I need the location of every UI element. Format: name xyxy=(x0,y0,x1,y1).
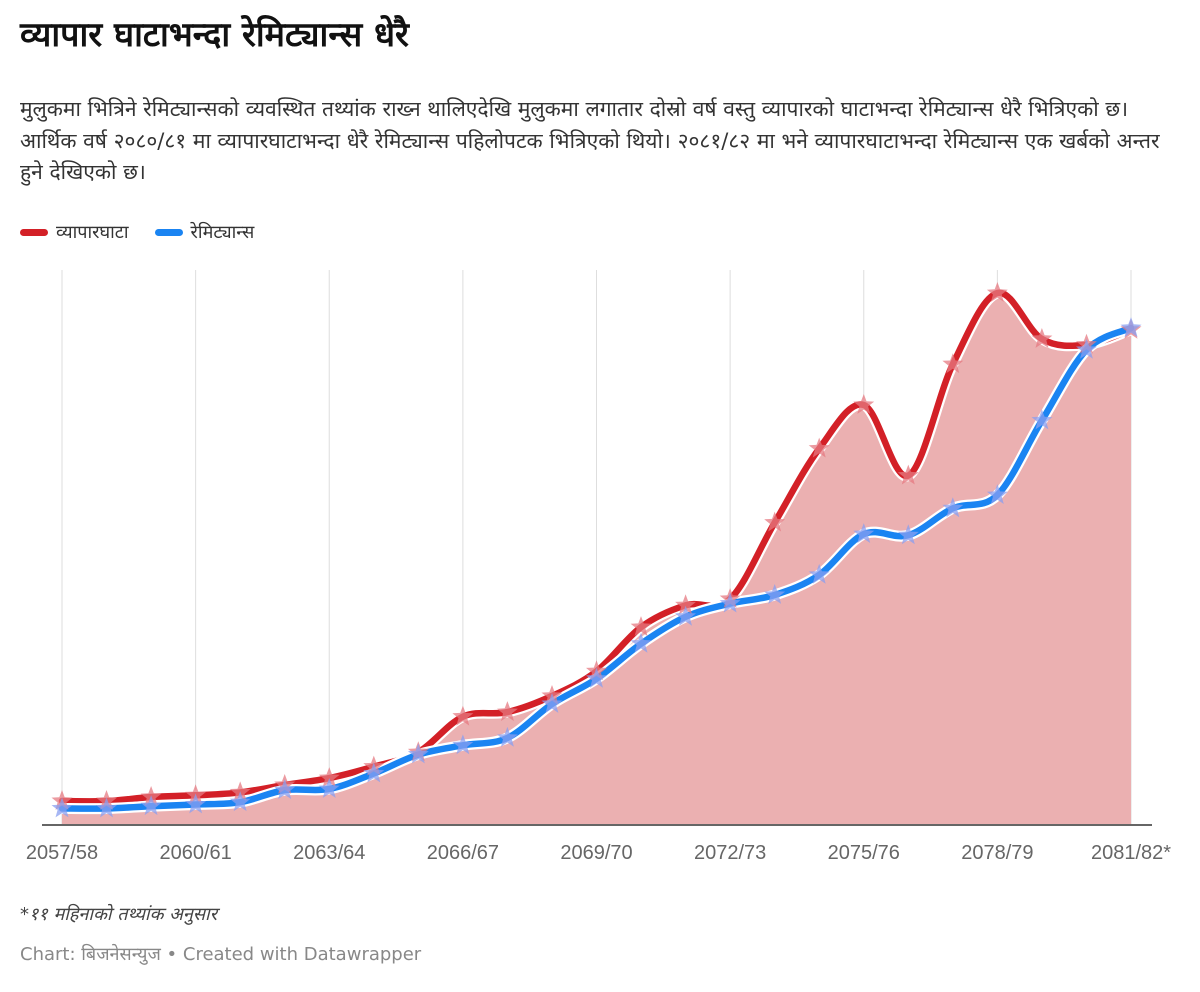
point-marker xyxy=(986,282,1008,302)
point-marker xyxy=(675,605,696,626)
point-marker xyxy=(853,394,875,414)
point-marker xyxy=(808,437,830,458)
point-marker xyxy=(897,464,919,485)
point-marker xyxy=(764,511,786,532)
legend-swatch-trade-deficit xyxy=(20,228,48,236)
x-axis: 2057/58 2060/61 2063/64 2066/67 2069/70 2072/… xyxy=(26,824,1171,864)
point-markers xyxy=(51,282,1142,818)
point-marker xyxy=(764,584,786,604)
x-tick-label: 2081/82* xyxy=(1091,842,1171,864)
point-marker xyxy=(942,497,964,518)
point-marker xyxy=(1031,328,1053,348)
point-marker xyxy=(229,791,251,812)
footnote: *११ महिनाको तथ्यांक अनुसार xyxy=(20,904,218,925)
legend-label-trade-deficit: व्यापारघाटा xyxy=(56,222,129,243)
point-marker xyxy=(630,616,652,636)
chart-credit: Chart: बिजनेसन्युज • Created with Datawr… xyxy=(20,944,422,965)
point-marker xyxy=(808,563,830,584)
line-chart: 2057/58 2060/61 2063/64 2066/67 2069/70 2072/… xyxy=(26,270,1171,864)
point-marker xyxy=(274,779,296,799)
point-marker xyxy=(853,523,875,543)
x-tick-label: 2069/70 xyxy=(560,842,632,864)
chart-legend: व्यापारघाटा रेमिट्यान्स xyxy=(20,218,254,246)
x-tick-label: 2057/58 xyxy=(26,842,98,864)
x-tick-label: 2078/79 xyxy=(961,842,1033,864)
point-marker xyxy=(1031,409,1053,430)
x-tick-label: 2060/61 xyxy=(159,842,231,864)
chart-description: मुलुकमा भित्रिने रेमिट्यान्सको व्यवस्थित… xyxy=(20,97,1160,184)
area-layer xyxy=(62,292,1131,824)
point-marker xyxy=(942,353,964,374)
area-trade-deficit xyxy=(62,292,1131,824)
x-tick-label: 2063/64 xyxy=(293,842,365,864)
chart-title: व्यापार घाटाभन्दा रेमिट्यान्स धेरै xyxy=(20,15,409,55)
point-marker xyxy=(1120,317,1142,337)
point-marker xyxy=(675,594,696,615)
point-marker xyxy=(541,693,563,713)
point-marker xyxy=(497,726,518,747)
point-marker xyxy=(363,762,385,783)
point-marker xyxy=(1076,338,1097,359)
legend-item-remittance: रेमिट्यान्स xyxy=(154,220,255,244)
x-tick-label: 2075/76 xyxy=(828,842,900,864)
point-marker xyxy=(897,524,919,545)
point-marker xyxy=(497,701,518,721)
legend-label-remittance: रेमिट्यान्स xyxy=(190,222,255,243)
point-marker xyxy=(452,734,474,755)
point-marker xyxy=(407,743,429,764)
point-marker xyxy=(586,667,607,688)
point-marker xyxy=(630,632,652,653)
legend-item-trade-deficit: व्यापारघाटा xyxy=(20,220,129,244)
point-marker xyxy=(185,793,207,814)
legend-swatch-remittance xyxy=(154,228,183,236)
point-marker xyxy=(318,778,340,798)
point-marker xyxy=(719,592,741,613)
x-tick-label: 2072/73 xyxy=(694,842,766,864)
point-marker xyxy=(318,767,340,787)
point-marker xyxy=(51,797,73,818)
point-marker xyxy=(452,705,474,726)
point-marker xyxy=(140,795,162,816)
x-tick-label: 2066/67 xyxy=(427,842,499,864)
point-marker xyxy=(986,484,1008,504)
point-marker xyxy=(96,797,117,818)
